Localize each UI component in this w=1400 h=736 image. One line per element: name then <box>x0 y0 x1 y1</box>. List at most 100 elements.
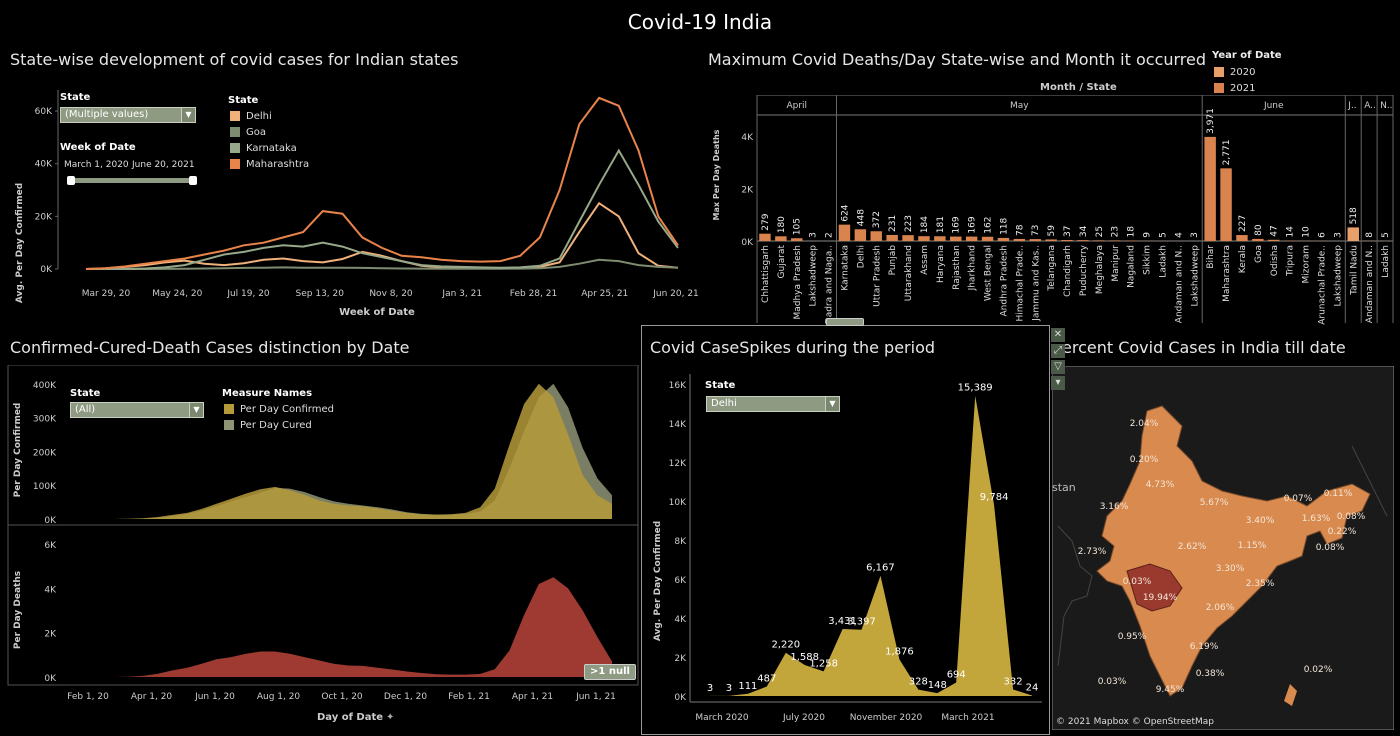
spike-value-label: 3 <box>726 683 732 694</box>
trend-line-maharashtra <box>85 96 679 270</box>
state-label: Jammu and Kas.. <box>1031 245 1041 322</box>
ccd-x-tick: Oct 1, 20 <box>321 692 363 702</box>
trend-state-dropdown[interactable]: (Multiple values) ▼ <box>60 107 196 123</box>
death-value-label: 18 <box>1127 226 1137 238</box>
map-percent-label: 0.95% <box>1118 632 1147 642</box>
map-percent-label: 9.45% <box>1156 685 1185 695</box>
state-label: Assam <box>920 245 930 275</box>
expand-icon[interactable]: ⤢ <box>1051 344 1065 358</box>
ccd-x-tick: Feb 1, 21 <box>448 692 490 702</box>
map-percent-label: 0.22% <box>1328 527 1357 537</box>
state-label: Tripura <box>1286 245 1296 277</box>
death-bar <box>997 237 1010 241</box>
ccd-state-value: (All) <box>75 404 96 415</box>
chevron-down-icon: ▼ <box>825 397 839 411</box>
deaths-chart: 0K2K4KApril279Chhattisgarh180Gujarat105M… <box>712 95 1394 325</box>
spikes-panel[interactable]: Covid CaseSpikes during the period 0K 2K 4… <box>641 325 1050 735</box>
trend-line-karnataka <box>86 148 679 270</box>
state-label: Karnataka <box>840 245 850 291</box>
slider-handle-end[interactable] <box>189 176 197 185</box>
death-bar <box>886 234 898 241</box>
trend-legend-item[interactable]: Goa <box>230 124 309 140</box>
death-bar <box>950 236 962 241</box>
map-percent-label: 2.73% <box>1078 547 1107 557</box>
spikes-state-dropdown[interactable]: Delhi ▼ <box>706 396 840 412</box>
pin-icon[interactable]: ✦ <box>386 712 394 723</box>
state-label: Ladakh <box>1158 245 1168 278</box>
trend-x-tick: Jul 19, 20 <box>226 289 270 299</box>
death-value-label: 4 <box>1174 232 1184 238</box>
map-percent-label: 1.15% <box>1238 541 1267 551</box>
spikes-y-tick: 6K <box>674 576 687 586</box>
trend-y-tick: 0K <box>40 265 53 275</box>
month-label: A.. <box>1364 101 1376 111</box>
spike-value-label: 6,167 <box>866 563 895 574</box>
trend-legend-item[interactable]: Maharashtra <box>230 156 309 172</box>
deaths-y-tick: 6K <box>44 541 57 551</box>
spikes-y-tick: 2K <box>674 654 687 664</box>
ccd-legend-title: Measure Names <box>222 388 313 399</box>
spike-value-label: 1,876 <box>885 646 914 657</box>
state-label: Haryana <box>936 245 946 283</box>
state-label: Maharashtra <box>1222 245 1232 302</box>
state-label: Jharkhand <box>968 245 978 291</box>
filter-icon[interactable]: ▽ <box>1051 360 1065 374</box>
state-label: Chhattisgarh <box>761 245 771 303</box>
legend-swatch <box>230 127 240 137</box>
death-value-label: 184 <box>920 216 930 233</box>
death-bar <box>1077 240 1089 241</box>
spike-value-label: 694 <box>947 669 966 680</box>
death-value-label: 23 <box>1111 226 1121 237</box>
spike-value-label: 111 <box>738 681 757 692</box>
map-percent-label: 0.08% <box>1337 512 1366 522</box>
state-label: Nagaland <box>1127 245 1137 288</box>
death-value-label: 3 <box>1190 232 1200 238</box>
india-map[interactable]: 2.04% 0.20% 4.73% 3.16% 5.67% 0.07% 0.11% 3.40%… <box>1052 366 1394 730</box>
map-percent-label: 0.02% <box>1304 665 1333 675</box>
map-india[interactable] <box>1096 405 1371 697</box>
map-maharashtra[interactable] <box>1126 563 1183 612</box>
map-title: ercent Covid Cases in India till date <box>1062 338 1346 357</box>
ccd-y-tick: 200K <box>33 448 57 458</box>
month-label: J.. <box>1347 101 1356 111</box>
ccd-title: Confirmed-Cured-Death Cases distinction … <box>10 338 410 357</box>
more-options-icon[interactable]: ▾ <box>1051 376 1065 390</box>
death-value-label: 73 <box>1031 225 1041 236</box>
trend-x-tick: Jun 20, 21 <box>652 289 699 299</box>
spikes-x-tick: November 2020 <box>850 713 923 723</box>
state-label: Rajasthan <box>952 245 962 290</box>
ccd-ylabel-bottom: Per Day Deaths <box>13 571 23 649</box>
slider-handle-start[interactable] <box>67 176 75 185</box>
trend-legend-item[interactable]: Karnataka <box>230 140 309 156</box>
death-value-label: 624 <box>840 204 850 221</box>
spikes-y-tick: 14K <box>669 420 687 430</box>
null-badge[interactable]: >1 null <box>584 664 636 680</box>
trend-legend-label: Delhi <box>246 110 272 122</box>
date-range-slider[interactable] <box>67 176 197 185</box>
state-label: Puducherry <box>1079 244 1089 296</box>
state-label: Chandigarh <box>1063 245 1073 297</box>
state-label: Odisha <box>1270 245 1280 276</box>
ccd-state-label: State <box>70 388 101 399</box>
spikes-x-tick: March 2021 <box>941 713 994 723</box>
legend-swatch-confirmed <box>224 404 234 414</box>
trend-legend-item[interactable]: Delhi <box>230 108 309 124</box>
map-percent-label: 1.63% <box>1302 514 1331 524</box>
ccd-x-tick: Aug 1, 20 <box>257 692 301 702</box>
drag-handle[interactable] <box>826 318 864 326</box>
close-icon[interactable]: ✕ <box>1051 328 1065 342</box>
legend-2020: 2020 <box>1214 64 1255 80</box>
trend-x-tick: Nov 8, 20 <box>369 289 413 299</box>
state-label: Punjab <box>888 245 898 276</box>
ccd-state-dropdown[interactable]: (All) ▼ <box>70 402 204 418</box>
state-label: Lakshadweep <box>809 245 819 307</box>
spike-value-label: 2,220 <box>771 640 800 651</box>
month-label: June <box>1263 101 1284 111</box>
death-value-label: 10 <box>1302 226 1312 238</box>
legend-swatch <box>230 111 240 121</box>
spike-value-label: 148 <box>928 680 947 691</box>
state-label: Gujarat <box>777 245 787 279</box>
state-label: Lakshadweep <box>1190 245 1200 307</box>
spike-value-label: 328 <box>909 677 928 688</box>
ccd-y-tick: 100K <box>33 482 57 492</box>
